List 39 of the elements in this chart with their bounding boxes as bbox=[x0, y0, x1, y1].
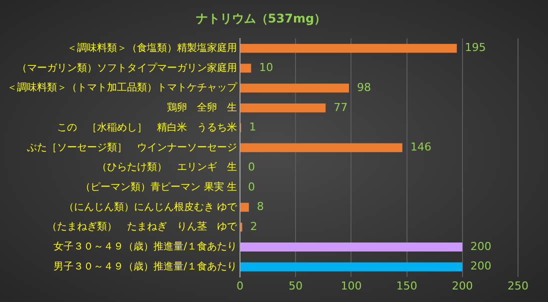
bar bbox=[240, 242, 462, 252]
y-tick-label: （マーガリン類）ソフトタイプマーガリン家庭用 bbox=[17, 62, 237, 74]
y-tick-label: （ひらたけ類） エリンギ 生 bbox=[97, 161, 237, 174]
y-tick-label: 女子３０～４９（歳）推進量/１食あたり bbox=[54, 240, 237, 253]
x-tick-label: 250 bbox=[508, 279, 528, 292]
data-label: 0 bbox=[248, 160, 255, 174]
data-label: 195 bbox=[464, 41, 486, 54]
y-tick-label: ぶた［ソーセージ類］ ウインナーソーセージ bbox=[27, 141, 237, 154]
bar bbox=[240, 262, 462, 272]
data-label: 77 bbox=[334, 100, 348, 114]
x-tick-label: 100 bbox=[340, 279, 362, 292]
data-label: 0 bbox=[248, 180, 255, 194]
y-tick-label: （たまねぎ類） たまねぎ りん茎 ゆで bbox=[47, 220, 238, 233]
data-label: 2 bbox=[250, 220, 258, 233]
x-tick-label: 200 bbox=[452, 279, 473, 292]
data-label: 200 bbox=[470, 260, 492, 273]
bar bbox=[240, 64, 252, 73]
x-tick-label: 50 bbox=[288, 279, 303, 292]
bar bbox=[240, 84, 349, 93]
y-tick-label: 鶏卵 全卵 生 bbox=[167, 102, 237, 114]
data-label: 10 bbox=[259, 61, 274, 74]
y-tick-label: ＜調味料類＞（トマト加工品類）トマトケチャップ bbox=[7, 82, 238, 94]
y-tick-label: （にんじん類）にんじん根皮むき ゆで bbox=[64, 200, 238, 213]
data-label: 8 bbox=[256, 200, 264, 214]
x-tick-label: 0 bbox=[236, 279, 244, 292]
bar bbox=[240, 202, 249, 212]
y-tick-label: （ピーマン類）青ピーマン 果実 生 bbox=[80, 180, 237, 193]
data-label: 146 bbox=[410, 140, 432, 154]
chart-title: ナトリウム（537mg） bbox=[196, 11, 326, 26]
data-label: 1 bbox=[249, 120, 256, 134]
bar bbox=[240, 143, 402, 152]
y-tick-label: 男子３０～４９（歳）推進量/１食あたり bbox=[54, 260, 237, 272]
bar bbox=[240, 44, 457, 53]
bar bbox=[240, 103, 326, 112]
data-label: 200 bbox=[470, 240, 492, 253]
y-tick-label: ＜調味料類＞（食塩類）精製塩家庭用 bbox=[67, 42, 237, 54]
data-label: 98 bbox=[356, 80, 371, 94]
x-tick-label: 150 bbox=[396, 279, 418, 292]
y-tick-label: この ［水稲めし］ 精白米 うるち米 bbox=[57, 121, 237, 134]
